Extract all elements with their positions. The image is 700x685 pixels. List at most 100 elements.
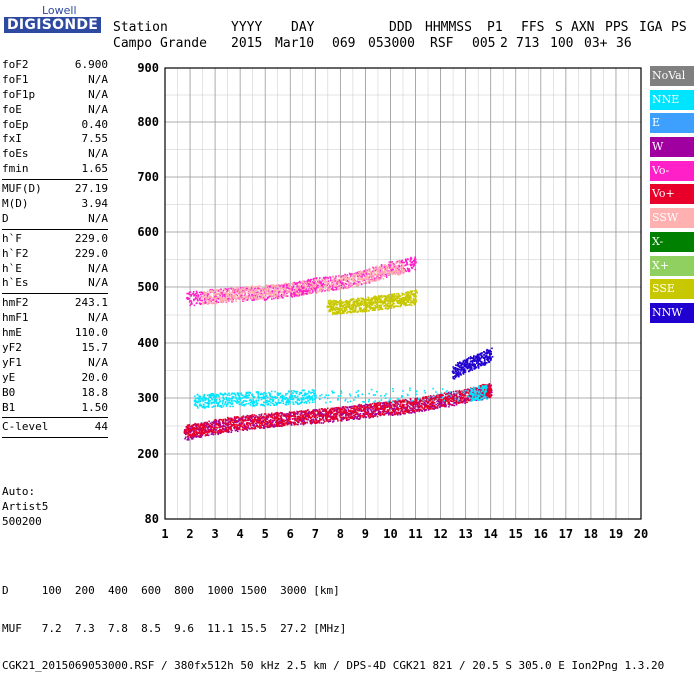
data-point [254, 419, 256, 421]
data-point [314, 412, 316, 414]
data-point [363, 401, 365, 403]
data-point [413, 300, 415, 302]
data-point [372, 415, 374, 417]
data-point [453, 394, 455, 396]
data-point [222, 403, 224, 405]
data-point [300, 415, 302, 417]
data-point [458, 403, 460, 405]
data-point [492, 356, 494, 358]
data-point [388, 302, 390, 304]
data-point [393, 414, 395, 416]
data-point [455, 390, 457, 392]
x-tick-label: 12 [433, 527, 447, 541]
data-point [220, 400, 222, 402]
data-point [232, 420, 234, 422]
data-point [238, 401, 240, 403]
series-point [427, 401, 430, 404]
data-point [351, 416, 353, 418]
data-point [289, 402, 291, 404]
data-point [448, 399, 450, 401]
data-point [191, 302, 193, 304]
data-point [463, 361, 465, 363]
data-point [312, 410, 314, 412]
data-point [225, 421, 227, 423]
data-point [186, 429, 188, 431]
data-point [380, 299, 382, 301]
data-point [227, 404, 229, 406]
data-point [329, 309, 331, 311]
data-point [305, 417, 307, 419]
data-point [250, 425, 252, 427]
data-point [325, 402, 327, 404]
data-point [270, 422, 272, 424]
data-point [287, 400, 289, 402]
data-point [409, 304, 411, 306]
data-point [192, 429, 194, 431]
data-point [338, 313, 340, 315]
data-point [314, 397, 316, 399]
data-point [344, 304, 346, 306]
data-point [457, 373, 459, 375]
data-point [344, 310, 346, 312]
data-point [268, 403, 270, 405]
y-tick-label: 200 [137, 447, 159, 461]
data-point [321, 415, 323, 417]
data-point [346, 407, 348, 409]
data-point [209, 403, 211, 405]
series-vo- [184, 383, 493, 438]
data-point [263, 394, 265, 396]
data-point [322, 417, 324, 419]
data-point [245, 427, 247, 429]
data-point [393, 405, 395, 407]
data-point [270, 405, 272, 407]
data-point [223, 423, 225, 425]
data-point [304, 411, 306, 413]
data-point [196, 431, 198, 433]
data-point [400, 295, 402, 297]
data-point [432, 388, 434, 390]
data-point [250, 399, 252, 401]
data-point [431, 396, 433, 398]
data-point [200, 401, 202, 403]
data-point [388, 294, 390, 296]
data-point [213, 405, 215, 407]
data-point [259, 397, 261, 399]
data-point [299, 411, 301, 413]
data-point [309, 399, 311, 401]
data-point [441, 393, 443, 395]
data-point [368, 414, 370, 416]
series-point [194, 399, 197, 402]
data-point [237, 424, 239, 426]
data-point [243, 400, 245, 402]
data-point [410, 300, 412, 302]
x-tick-label: 2 [186, 527, 193, 541]
data-point [235, 424, 237, 426]
data-point [465, 395, 467, 397]
data-point [467, 362, 469, 364]
data-point [333, 411, 335, 413]
data-point [239, 404, 241, 406]
data-point [453, 400, 455, 402]
data-point [250, 402, 252, 404]
data-point [301, 397, 303, 399]
data-point [265, 393, 267, 395]
data-point [216, 424, 218, 426]
data-point [283, 415, 285, 417]
data-point [249, 392, 251, 394]
data-point [248, 419, 250, 421]
data-point [242, 401, 244, 403]
data-point [455, 377, 457, 379]
data-point [491, 394, 493, 396]
data-point [261, 399, 263, 401]
data-point [196, 291, 198, 293]
data-point [307, 409, 309, 411]
data-point [479, 396, 481, 398]
data-point [333, 418, 335, 420]
data-point [312, 415, 314, 417]
series-point [402, 404, 405, 407]
data-point [480, 353, 482, 355]
data-point [398, 297, 400, 299]
data-point [208, 432, 210, 434]
data-point [483, 357, 485, 359]
data-point [379, 414, 381, 416]
